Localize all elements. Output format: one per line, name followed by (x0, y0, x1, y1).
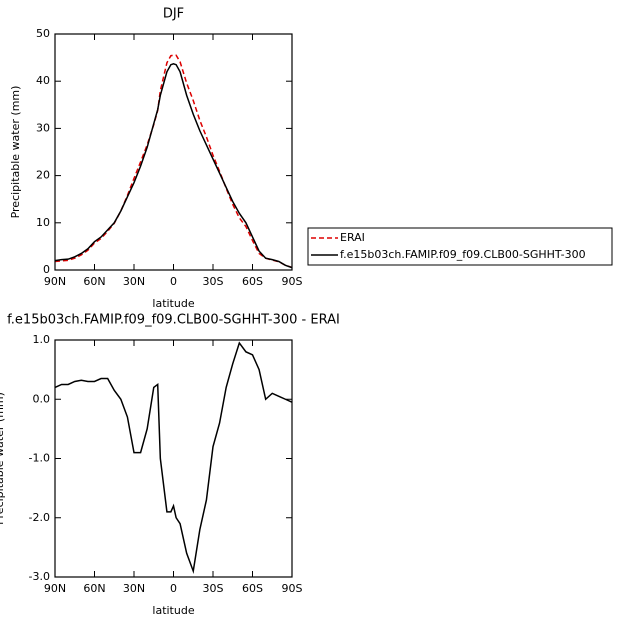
x-axis-label: latitude (152, 297, 194, 310)
y-tick-label: -1.0 (29, 452, 50, 465)
x-tick-label: 0 (170, 582, 177, 595)
y-tick-label: 40 (36, 74, 50, 87)
y-axis-label: Precipitable water (mm) (9, 86, 22, 219)
chart-title: f.e15b03ch.FAMIP.f09_f09.CLB00-SGHHT-300… (7, 313, 340, 328)
x-tick-label: 60S (242, 582, 263, 595)
legend-box (307, 227, 613, 266)
x-tick-label: 60N (83, 582, 105, 595)
y-tick-label: 20 (36, 169, 50, 182)
line-series (54, 62, 293, 269)
y-tick-label: -3.0 (29, 570, 50, 583)
y-tick-label: 0.0 (33, 392, 51, 405)
x-tick-label: 30N (123, 275, 145, 288)
x-tick-label: 90S (282, 275, 303, 288)
legend-label: ERAI (340, 231, 365, 244)
x-tick-label: 90N (44, 275, 66, 288)
x-tick-label: 60S (242, 275, 263, 288)
x-tick-label: 30N (123, 582, 145, 595)
line-series (54, 341, 293, 575)
y-axis-label: Precipitable water (mm) (0, 392, 6, 525)
x-tick-label: 90S (282, 582, 303, 595)
y-tick-label: 0 (43, 263, 50, 276)
plot-frame (54, 33, 293, 271)
y-tick-label: 10 (36, 216, 50, 229)
y-tick-label: 50 (36, 27, 50, 40)
x-tick-label: 60N (83, 275, 105, 288)
plot-frame (54, 339, 293, 578)
y-tick-label: 1.0 (33, 333, 51, 346)
x-axis-label: latitude (152, 604, 194, 617)
line-series (54, 54, 293, 269)
chart-title: DJF (163, 7, 184, 22)
x-tick-label: 90N (44, 582, 66, 595)
x-tick-label: 30S (203, 582, 224, 595)
y-tick-label: -2.0 (29, 511, 50, 524)
legend-label: f.e15b03ch.FAMIP.f09_f09.CLB00-SGHHT-300 (340, 248, 586, 261)
x-tick-label: 0 (170, 275, 177, 288)
x-tick-label: 30S (203, 275, 224, 288)
y-tick-label: 30 (36, 121, 50, 134)
